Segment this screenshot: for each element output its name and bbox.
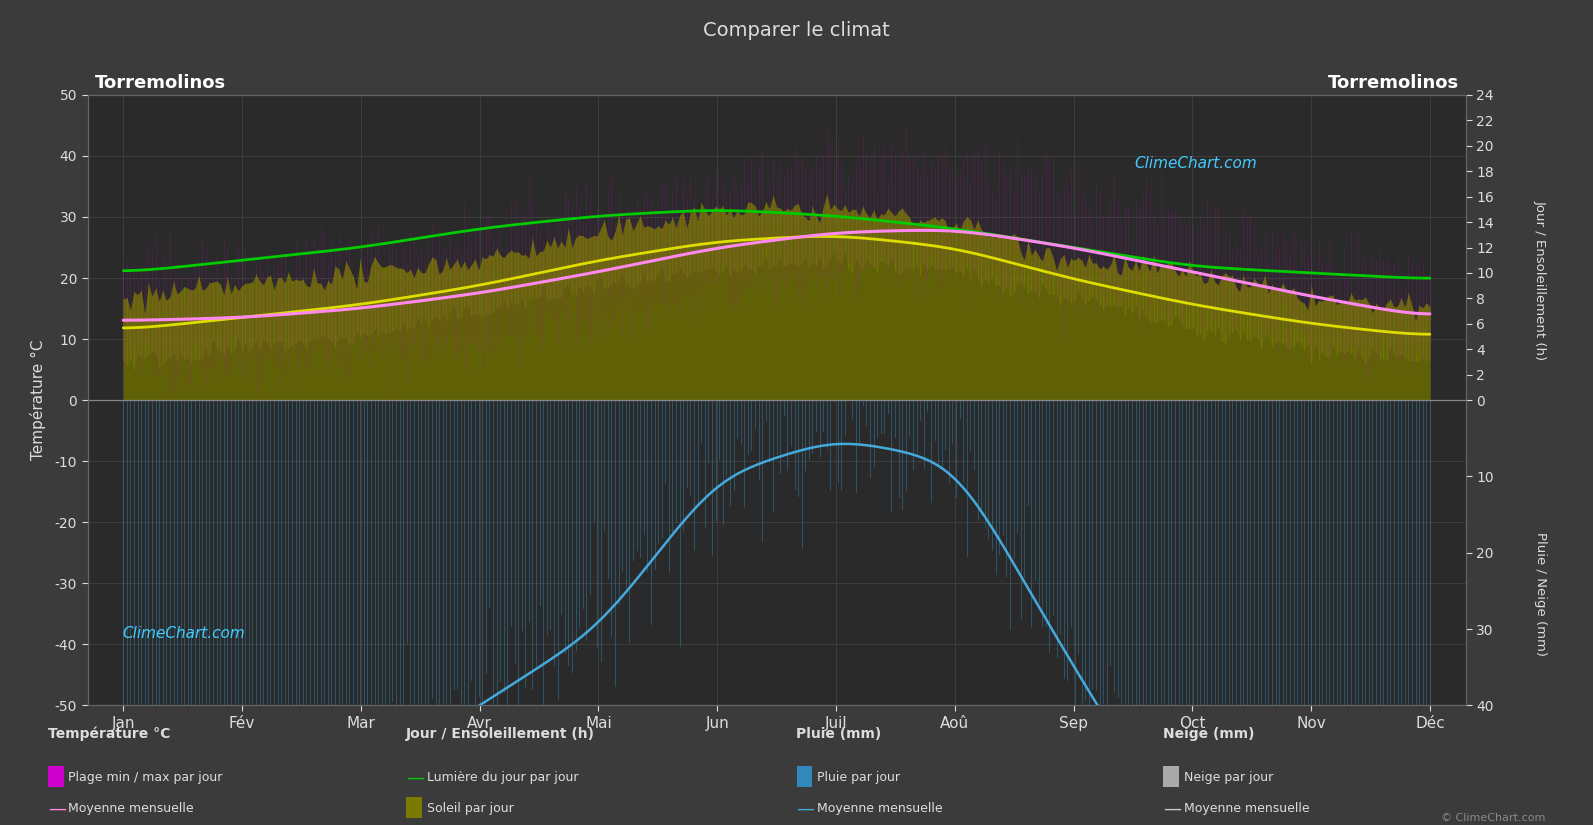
Text: Torremolinos: Torremolinos bbox=[1327, 73, 1459, 92]
Text: ClimeChart.com: ClimeChart.com bbox=[123, 626, 245, 641]
Text: Moyenne mensuelle: Moyenne mensuelle bbox=[817, 802, 943, 815]
Text: Pluie / Neige (mm): Pluie / Neige (mm) bbox=[1534, 532, 1547, 656]
Text: —: — bbox=[1163, 799, 1180, 818]
Text: Comparer le climat: Comparer le climat bbox=[703, 21, 890, 40]
Text: Jour / Ensoleillement (h): Jour / Ensoleillement (h) bbox=[406, 728, 596, 742]
Text: Moyenne mensuelle: Moyenne mensuelle bbox=[68, 802, 194, 815]
Text: Jour / Ensoleillement (h): Jour / Ensoleillement (h) bbox=[1534, 200, 1547, 361]
Text: Torremolinos: Torremolinos bbox=[94, 73, 226, 92]
Text: Soleil par jour: Soleil par jour bbox=[427, 802, 513, 815]
Y-axis label: Température °C: Température °C bbox=[30, 340, 46, 460]
Text: Moyenne mensuelle: Moyenne mensuelle bbox=[1184, 802, 1309, 815]
Text: Plage min / max par jour: Plage min / max par jour bbox=[68, 771, 223, 785]
Text: ClimeChart.com: ClimeChart.com bbox=[1134, 156, 1257, 171]
Text: —: — bbox=[406, 769, 424, 787]
Text: Neige par jour: Neige par jour bbox=[1184, 771, 1273, 785]
Text: —: — bbox=[48, 799, 65, 818]
Text: Température °C: Température °C bbox=[48, 727, 170, 742]
Text: Neige (mm): Neige (mm) bbox=[1163, 728, 1254, 742]
Text: Lumière du jour par jour: Lumière du jour par jour bbox=[427, 771, 578, 785]
Text: —: — bbox=[796, 799, 814, 818]
Text: © ClimeChart.com: © ClimeChart.com bbox=[1440, 813, 1545, 823]
Text: Pluie par jour: Pluie par jour bbox=[817, 771, 900, 785]
Text: Pluie (mm): Pluie (mm) bbox=[796, 728, 883, 742]
